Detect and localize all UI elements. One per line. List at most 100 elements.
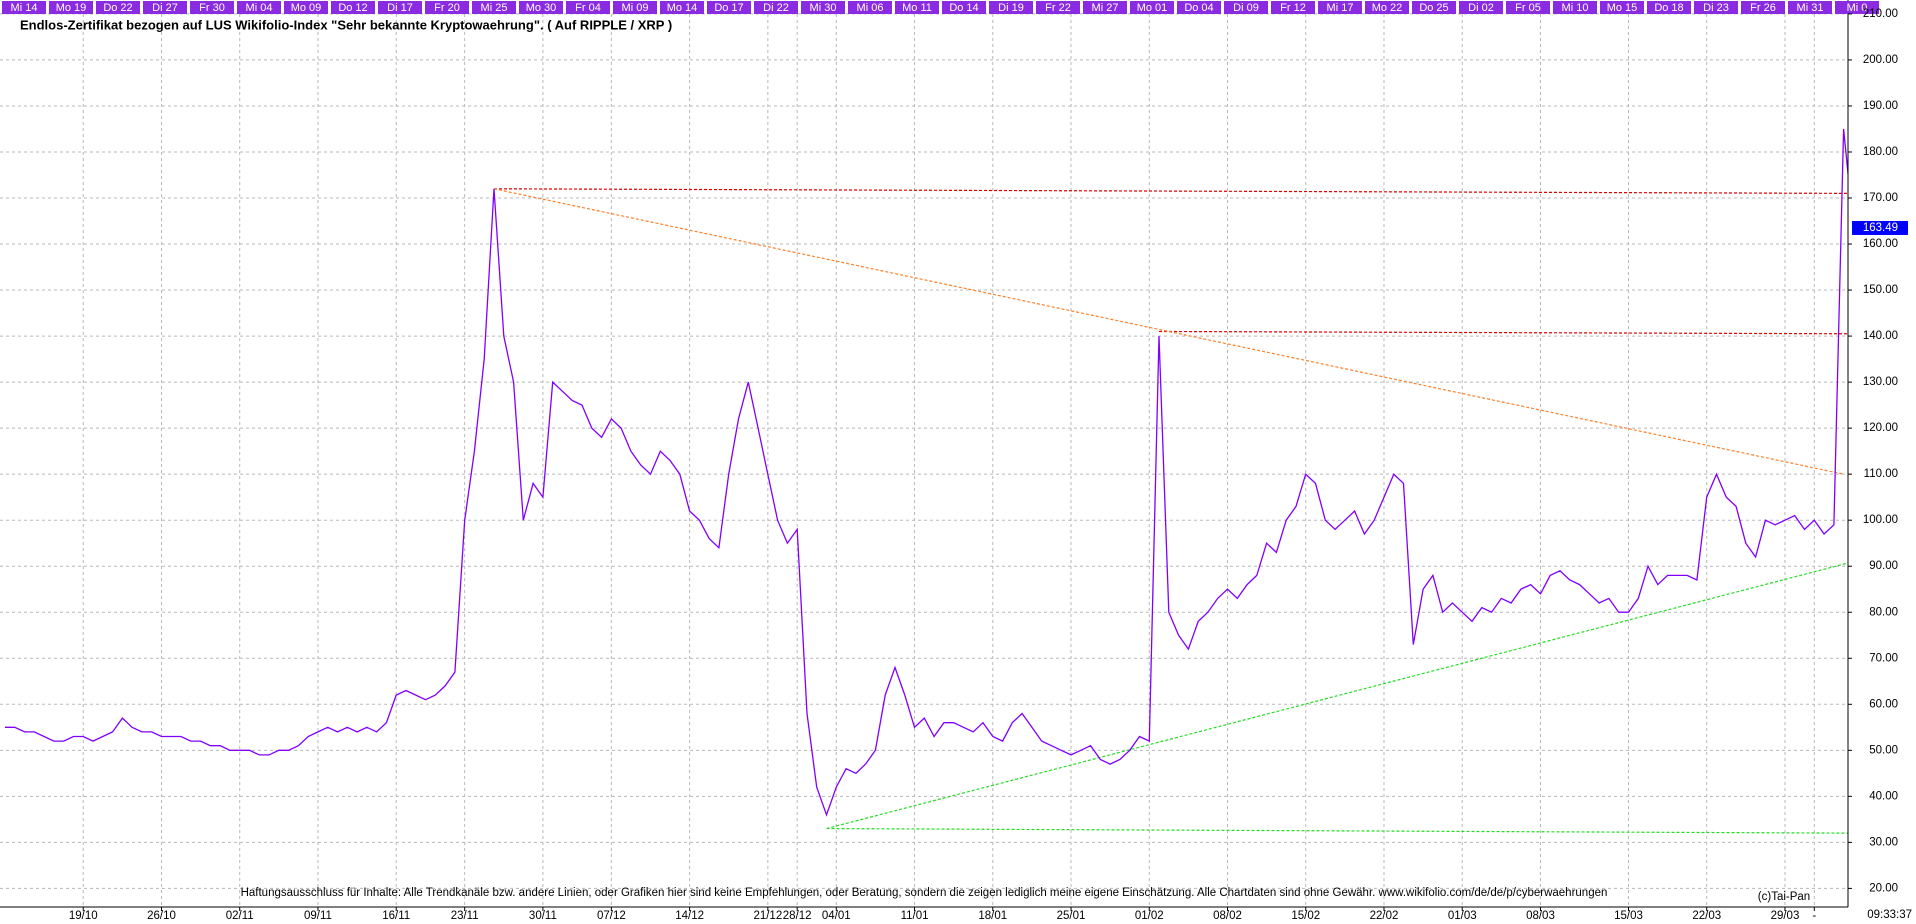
x-tick-label: 30/11: [529, 910, 557, 922]
x-tick-label: 19/10: [69, 910, 98, 922]
x-tick-label: 09/11: [304, 910, 332, 922]
day-label: Mi 31: [1797, 2, 1824, 14]
day-label: Di 02: [1468, 2, 1494, 14]
day-box: [1647, 1, 1691, 14]
day-label: Do 17: [714, 2, 743, 14]
y-tick-label: 160.00: [1863, 238, 1898, 250]
day-box: [2, 1, 46, 14]
day-label: Fr 05: [1515, 2, 1541, 14]
day-label: Di 17: [387, 2, 413, 14]
y-tick-label: 150.00: [1863, 284, 1898, 296]
day-label: Di 27: [152, 2, 178, 14]
day-box: [1459, 1, 1503, 14]
day-box: [566, 1, 610, 14]
day-box: [1741, 1, 1785, 14]
y-tick-label: 30.00: [1869, 836, 1898, 848]
day-label: Mi 30: [810, 2, 837, 14]
day-box: [1224, 1, 1268, 14]
y-axis-panel: [1848, 0, 1916, 924]
x-tick-label: 08/03: [1526, 910, 1555, 922]
clock: 09:33:37: [1867, 909, 1912, 921]
day-label: Mi 0: [1847, 2, 1868, 14]
day-box: [1036, 1, 1080, 14]
y-tick-label: 200.00: [1863, 54, 1898, 66]
x-tick-label: 14/12: [675, 910, 704, 922]
last-value-label: 163.49: [1863, 222, 1898, 234]
day-box: [378, 1, 422, 14]
day-box: [49, 1, 93, 14]
x-tick-label: 28/12: [783, 910, 812, 922]
day-box: [1600, 1, 1644, 14]
day-box: [96, 1, 140, 14]
day-label: Mi 06: [857, 2, 884, 14]
day-box: [472, 1, 516, 14]
day-box: [942, 1, 986, 14]
y-tick-label: 50.00: [1869, 744, 1898, 756]
day-box: [895, 1, 939, 14]
footer: Haftungsausschluss für Inhalte: Alle Tre…: [241, 887, 1608, 899]
x-tick-label: 15/03: [1614, 910, 1643, 922]
day-label: Di 22: [763, 2, 789, 14]
day-label: Di 19: [998, 2, 1024, 14]
trend-line: [1159, 330, 1854, 335]
day-label: Fr 26: [1750, 2, 1776, 14]
grid: [0, 13, 1848, 907]
day-label: Mi 27: [1092, 2, 1119, 14]
day-box: [237, 1, 281, 14]
x-axis-panel: [0, 907, 1916, 924]
x-tick-label: 25/01: [1057, 910, 1086, 922]
y-tick-label: 170.00: [1863, 192, 1898, 204]
y-tick-label: 130.00: [1863, 376, 1898, 388]
day-box: [989, 1, 1033, 14]
day-label: Fr 12: [1280, 2, 1306, 14]
y-tick-label: 190.00: [1863, 100, 1898, 112]
day-label: Fr 20: [434, 2, 460, 14]
trend-line: [826, 561, 1854, 830]
day-label: Mo 30: [526, 2, 557, 14]
y-tick-label: 140.00: [1863, 330, 1898, 342]
y-tick-label: 40.00: [1869, 790, 1898, 802]
last-value-box: [1852, 220, 1908, 235]
day-box: [1553, 1, 1597, 14]
y-tick-label: 80.00: [1869, 606, 1898, 618]
day-box: [425, 1, 469, 14]
day-box: [613, 1, 657, 14]
day-box: [1506, 1, 1550, 14]
x-tick-label: 02/11: [226, 910, 254, 922]
marks: [5, 128, 1855, 834]
day-box: [754, 1, 798, 14]
day-box: [1788, 1, 1832, 14]
day-label: Do 12: [338, 2, 367, 14]
day-label: Fr 30: [199, 2, 225, 14]
day-box: [660, 1, 704, 14]
x-tick-label: 23/11: [451, 910, 479, 922]
day-label: Mo 09: [291, 2, 322, 14]
x-tick-label: 26/10: [147, 910, 176, 922]
y-tick-label: 60.00: [1869, 698, 1898, 710]
day-label: Mo 15: [1607, 2, 1638, 14]
price-line: [5, 128, 1855, 817]
day-box: [1130, 1, 1174, 14]
y-tick-label: 180.00: [1863, 146, 1898, 158]
day-box: [1318, 1, 1362, 14]
chart-title: Endlos-Zertifikat bezogen auf LUS Wikifo…: [20, 17, 672, 32]
x-tick-label: 22/03: [1692, 910, 1721, 922]
x-tick-label: 15/02: [1291, 910, 1320, 922]
y-tick-label: 120.00: [1863, 422, 1898, 434]
day-label: Do 18: [1654, 2, 1683, 14]
day-box: [707, 1, 751, 14]
y-tick-label: 210.00: [1863, 8, 1898, 20]
day-box: [1694, 1, 1738, 14]
day-label: Mo 19: [56, 2, 87, 14]
x-tick-label: 01/03: [1448, 910, 1477, 922]
day-box: [1177, 1, 1221, 14]
day-box: [331, 1, 375, 14]
x-tick-label: 29/03: [1771, 910, 1800, 922]
day-label: Do 25: [1419, 2, 1448, 14]
day-label: Mo 11: [902, 2, 932, 14]
x-tick-label: 08/02: [1213, 910, 1242, 922]
day-label: Mo 01: [1137, 2, 1168, 14]
day-box: [143, 1, 187, 14]
